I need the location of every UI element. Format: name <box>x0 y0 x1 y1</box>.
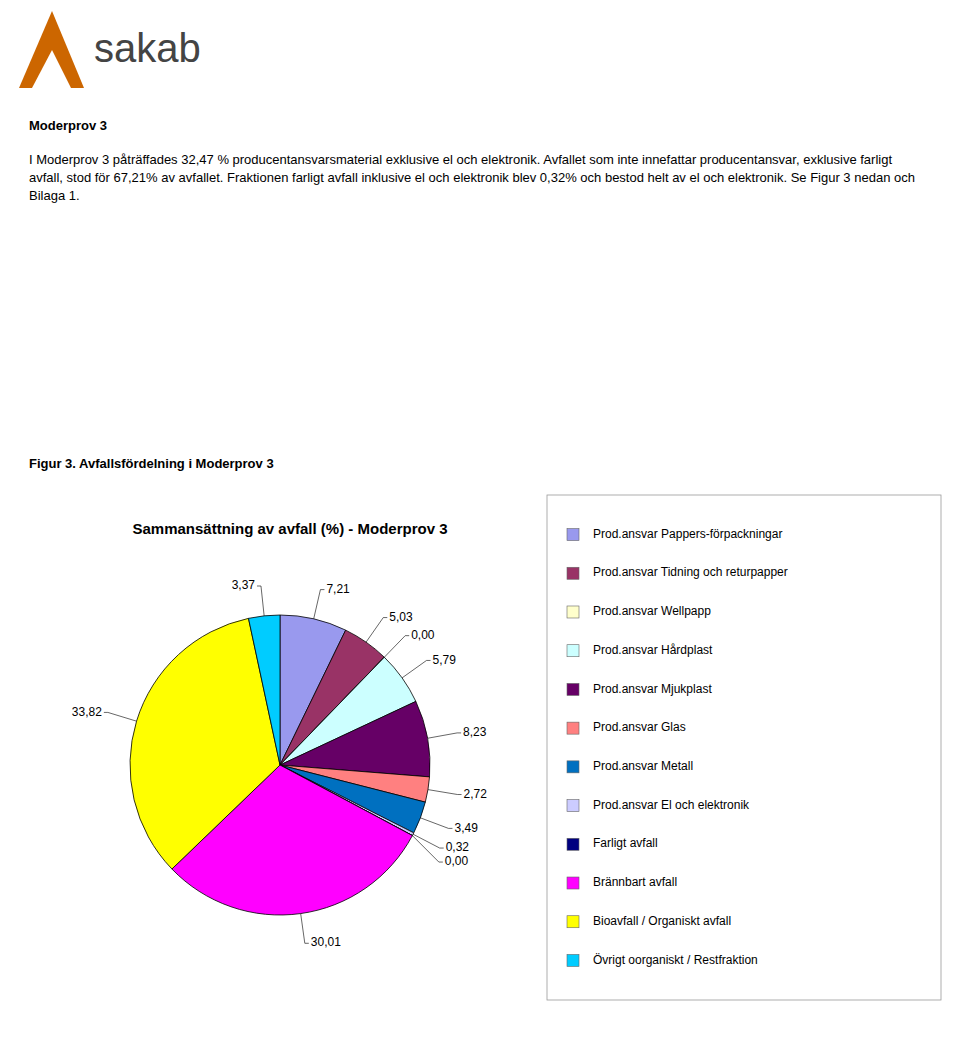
leader-line <box>366 618 387 643</box>
logo-text: sakab <box>94 26 201 70</box>
legend-swatch <box>567 567 579 579</box>
pie-slice <box>280 701 430 776</box>
legend-entry: Prod.ansvar Pappers-förpackningar <box>593 527 782 541</box>
legend-entry: Prod.ansvar Hårdplast <box>593 643 713 657</box>
pie-slice <box>248 615 280 765</box>
legend-entry: Prod.ansvar Glas <box>593 720 686 734</box>
leader-line <box>402 660 430 677</box>
data-label: 0,00 <box>411 628 435 642</box>
data-label: 7,21 <box>326 582 350 596</box>
legend-entry: Prod.ansvar Mjukplast <box>593 682 712 696</box>
pie <box>130 615 430 915</box>
legend-swatch <box>567 683 579 695</box>
data-label: 33,82 <box>72 705 102 719</box>
data-label: 0,00 <box>445 854 469 868</box>
data-label: 5,03 <box>389 610 413 624</box>
legend-swatch <box>567 877 579 889</box>
legend-entry: Prod.ansvar Wellpapp <box>593 604 711 618</box>
legend-swatch <box>567 800 579 812</box>
logo: sakab <box>19 11 201 88</box>
leader-line <box>420 818 452 829</box>
logo-notch <box>32 50 71 88</box>
legend-swatch <box>567 916 579 928</box>
leader-line <box>257 586 264 616</box>
chart-title: Sammansättning av avfall (%) - Moderprov… <box>132 520 447 537</box>
data-label: 3,49 <box>454 821 478 835</box>
legend-swatch <box>567 761 579 773</box>
body-text: I Moderprov 3 påträffades 32,47 % produc… <box>29 151 929 206</box>
leader-line <box>104 712 137 721</box>
legend-entry: Bioavfall / Organiskt avfall <box>593 914 731 928</box>
logo-shape <box>19 11 84 88</box>
legend-frame <box>547 495 941 1000</box>
data-label: 8,23 <box>463 725 487 739</box>
data-labels: 7,215,030,005,798,232,723,490,320,0030,0… <box>72 578 487 949</box>
legend-swatch <box>567 606 579 618</box>
leader-line <box>384 636 409 658</box>
legend-entry: Prod.ansvar El och elektronik <box>593 798 750 812</box>
data-label: 30,01 <box>311 935 341 949</box>
leader-line <box>314 590 325 619</box>
legend-entry: Prod.ansvar Metall <box>593 759 693 773</box>
legend-entry: Prod.ansvar Tidning och returpapper <box>593 565 788 579</box>
legend-swatch <box>567 645 579 657</box>
legend: Prod.ansvar Pappers-förpackningar Prod.an… <box>547 495 941 1000</box>
legend-entry: Farligt avfall <box>593 836 658 850</box>
leader-line <box>301 914 309 944</box>
leader-line <box>428 733 462 738</box>
leader-line <box>428 790 462 795</box>
data-label: 2,72 <box>464 787 488 801</box>
data-label: 0,32 <box>446 840 470 854</box>
legend-swatch <box>567 529 579 541</box>
legend-entry: Övrigt oorganiskt / Restfraktion <box>593 953 758 967</box>
legend-swatch <box>567 722 579 734</box>
legend-swatch <box>567 838 579 850</box>
leader-line <box>412 836 442 863</box>
figure-caption: Figur 3. Avfallsfördelning i Moderprov 3 <box>29 456 274 471</box>
data-label: 3,37 <box>232 578 256 592</box>
heading: Moderprov 3 <box>29 118 929 133</box>
legend-entry: Brännbart avfall <box>593 875 677 889</box>
legend-swatch <box>567 954 579 966</box>
data-label: 5,79 <box>433 653 457 667</box>
